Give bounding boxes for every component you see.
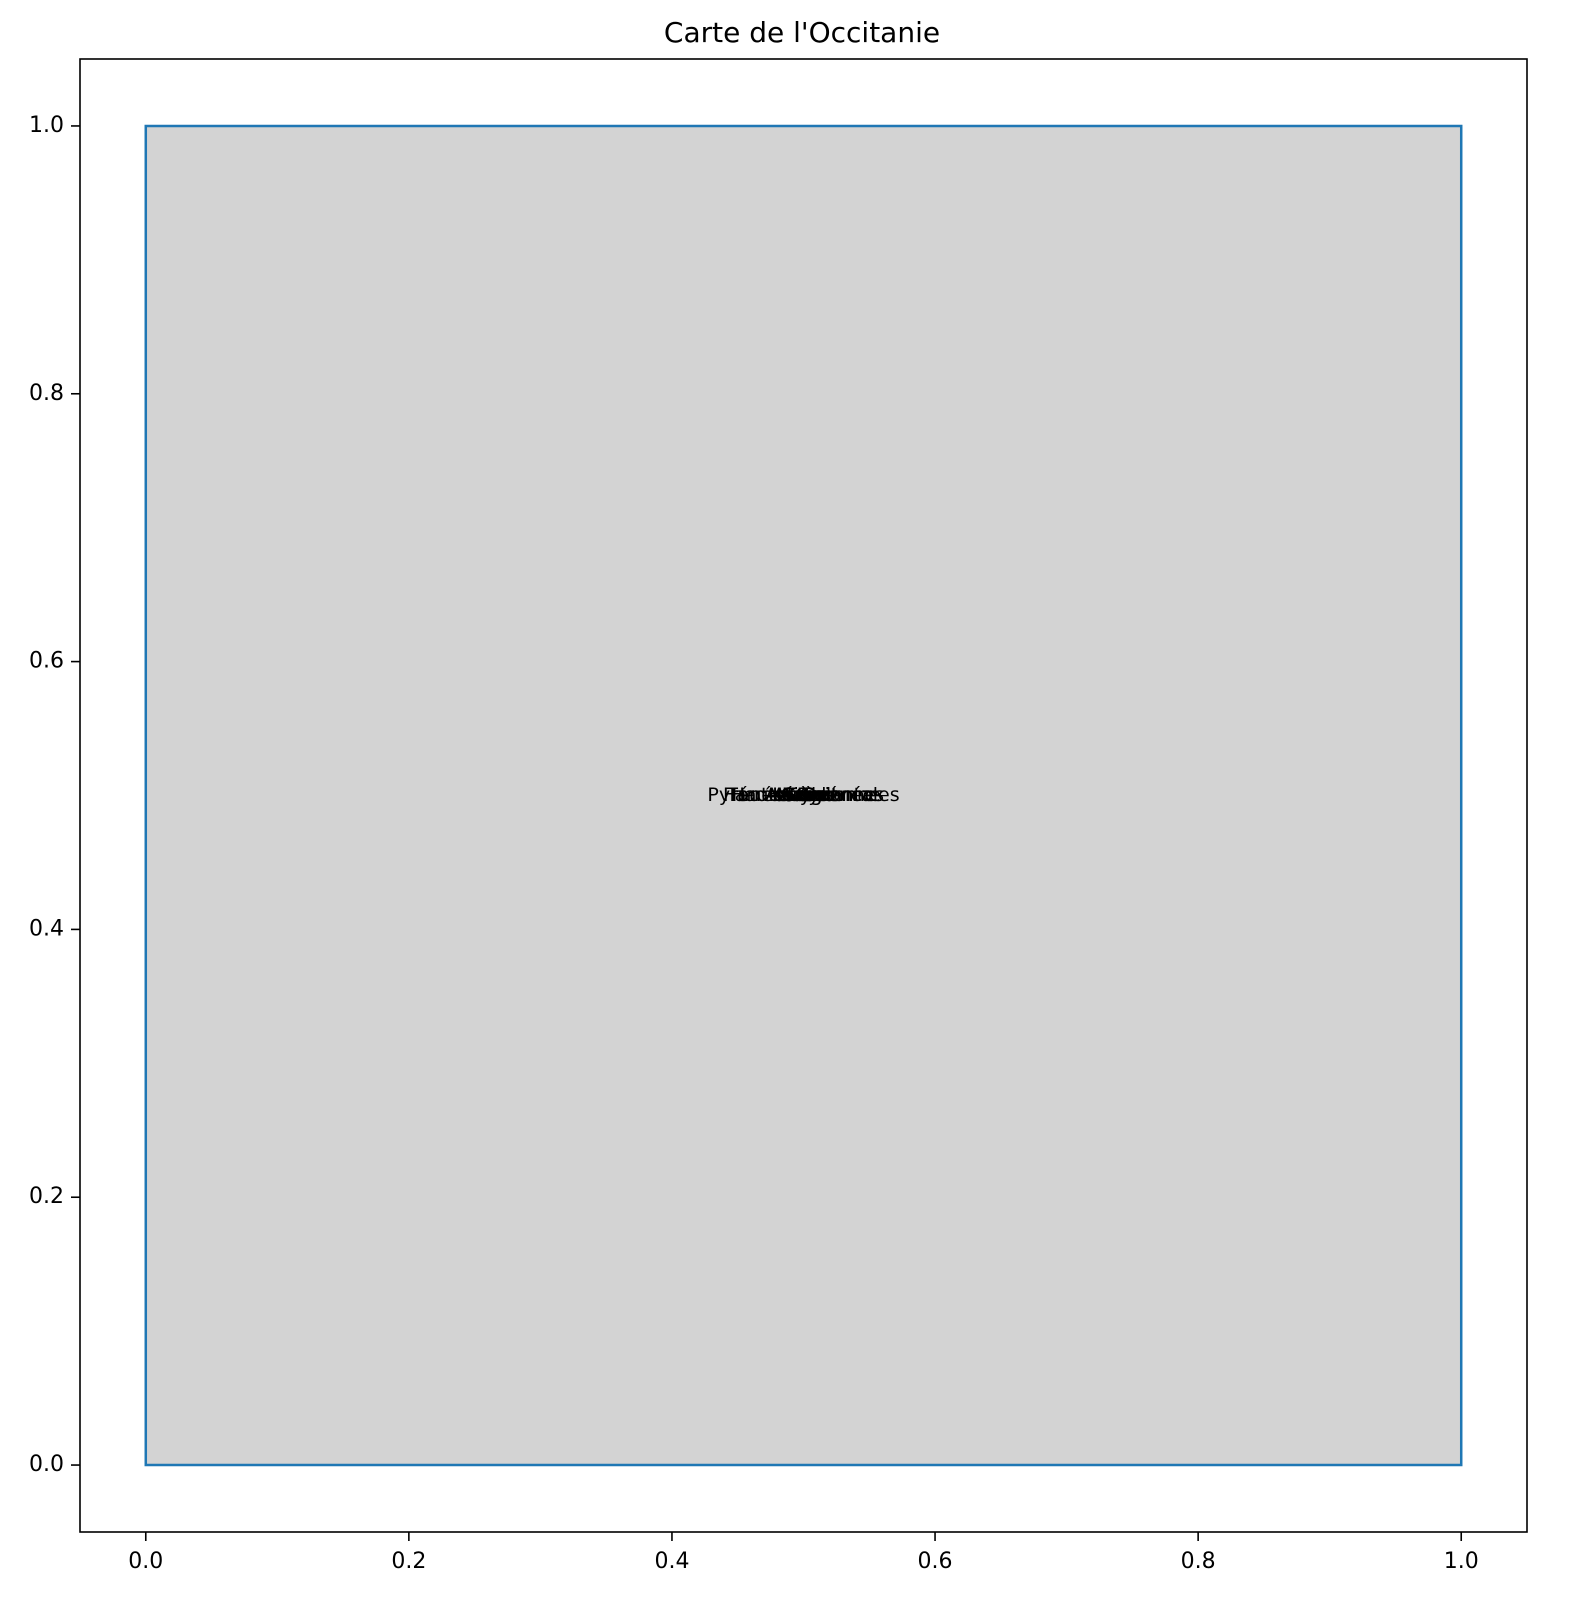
y-tick-label: 0.0 bbox=[29, 1452, 64, 1477]
y-tick-label: 0.4 bbox=[29, 916, 64, 941]
department-label: Aveyron bbox=[765, 784, 842, 806]
x-tick-label: 0.6 bbox=[918, 1549, 953, 1574]
department-label: Hautes-Pyrénées bbox=[723, 784, 884, 806]
chart-title: Carte de l'Occitanie bbox=[664, 16, 940, 49]
department-label: Tarn bbox=[783, 784, 824, 806]
department-label: Pyrénées-Orientales bbox=[707, 784, 899, 806]
department-labels: AriègeAudeAveyronGardHaute-GaronneGersHé… bbox=[707, 784, 899, 806]
department-label: Gard bbox=[781, 784, 827, 806]
y-tick-label: 1.0 bbox=[29, 113, 64, 138]
department-label: Lozère bbox=[772, 784, 835, 806]
y-axis: 0.0 0.2 0.4 0.6 0.8 1.0 bbox=[29, 113, 80, 1477]
y-tick-label: 0.2 bbox=[29, 1184, 64, 1209]
department-label: Hérault bbox=[768, 784, 838, 806]
occitanie-region-shape bbox=[144, 124, 1463, 1467]
department-label: Ariège bbox=[773, 784, 835, 806]
x-axis: 0.0 0.2 0.4 0.6 0.8 1.0 bbox=[128, 1532, 1479, 1574]
axes-frame bbox=[79, 58, 1528, 1533]
department-label: Aude bbox=[779, 784, 828, 806]
y-tick-label: 0.8 bbox=[29, 381, 64, 406]
x-tick-label: 1.0 bbox=[1444, 1549, 1479, 1574]
y-tick-label: 0.6 bbox=[29, 649, 64, 674]
department-label: Lot bbox=[789, 784, 818, 806]
x-tick-label: 0.2 bbox=[391, 1549, 426, 1574]
department-label: Gers bbox=[781, 784, 825, 806]
plot-area: AriègeAudeAveyronGardHaute-GaronneGersHé… bbox=[79, 58, 1528, 1533]
x-tick-label: 0.8 bbox=[1181, 1549, 1216, 1574]
department-label: Haute-Garonne bbox=[731, 784, 877, 806]
x-tick-label: 0.4 bbox=[654, 1549, 689, 1574]
x-tick-label: 0.0 bbox=[128, 1549, 163, 1574]
department-label: Tarn-et-Garonne bbox=[725, 784, 880, 806]
